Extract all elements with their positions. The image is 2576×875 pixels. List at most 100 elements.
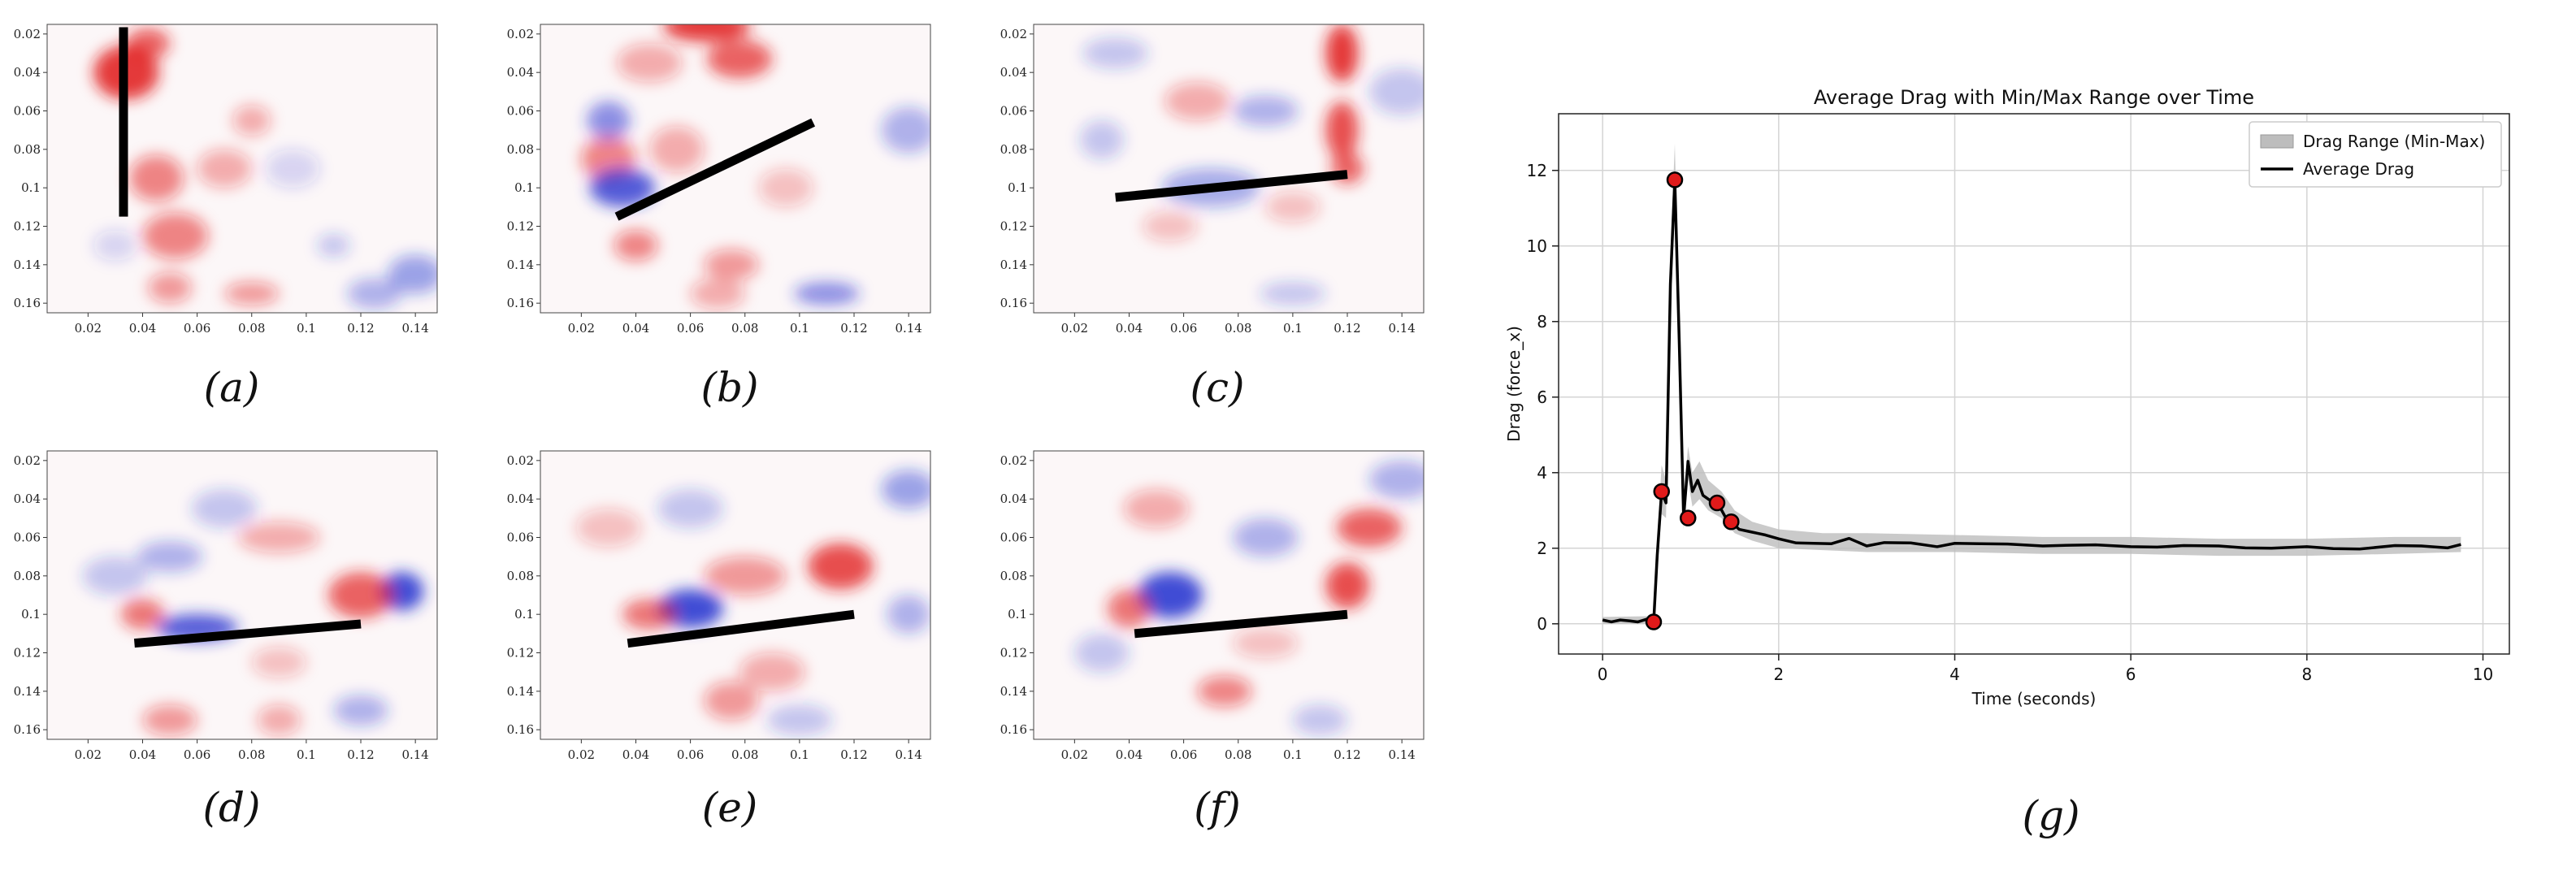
vorticity-positive-region	[1325, 24, 1359, 82]
vorticity-positive-region	[704, 557, 787, 596]
vorticity-negative-region	[1368, 460, 1424, 500]
y-tick-label: 0.08	[1000, 569, 1027, 583]
y-tick-label: 0.02	[14, 27, 41, 41]
axes-frame	[1033, 24, 1425, 314]
vorticity-positive-region	[232, 105, 271, 136]
vorticity-negative-region	[93, 230, 137, 262]
x-axis-label: Time (seconds)	[1971, 689, 2097, 708]
flow-panel-b: 0.02 0.04 0.06 0.08 0.1 0.12 0.14 0.02 0.04 0.06 0…	[500, 16, 939, 345]
vorticity-positive-region	[1143, 210, 1198, 242]
x-tick-label: 0.06	[184, 321, 210, 336]
x-tick-label: 4	[1949, 665, 1960, 684]
plate-stick	[627, 609, 855, 648]
x-tick-label: 0.1	[1283, 321, 1303, 336]
vorticity-negative-region	[1260, 282, 1326, 305]
legend-average-label: Average Drag	[2303, 159, 2414, 179]
y-tick-label: 0.1	[514, 180, 534, 195]
y-tick-label: 0.12	[1000, 646, 1027, 661]
vorticity-negative-region	[388, 255, 437, 294]
y-tick-label: 0.06	[507, 104, 534, 119]
y-tick-label: 0.06	[14, 531, 41, 545]
vorticity-negative-region	[657, 489, 723, 528]
x-tick-label: 0.1	[297, 321, 316, 336]
vorticity-negative-region	[589, 168, 655, 207]
x-tick-label: 0.06	[677, 321, 704, 336]
y-tick-label: 0.02	[1000, 27, 1027, 41]
x-tick-label: 0.04	[129, 747, 156, 762]
vorticity-negative-region	[137, 541, 203, 573]
caption-f: (f)	[1194, 784, 1241, 831]
y-tick-label: 0.1	[1008, 180, 1027, 195]
vorticity-negative-region	[1368, 68, 1424, 115]
vorticity-positive-region	[1336, 509, 1403, 548]
marked-point	[1723, 513, 1740, 531]
x-tick-label: 0.04	[129, 321, 156, 336]
y-tick-label: 0.04	[507, 65, 534, 80]
y-tick-label: 0.04	[14, 492, 41, 506]
y-tick-label: 12	[1527, 161, 1547, 180]
vorticity-negative-region	[1080, 120, 1124, 159]
legend-range-label: Drag Range (Min-Max)	[2303, 132, 2485, 151]
y-tick-label: 0.08	[14, 142, 41, 157]
y-tick-label: 0.02	[1000, 453, 1027, 468]
x-tick-label: 0.02	[75, 747, 102, 762]
drag-range-band	[1602, 144, 2461, 624]
x-tick-label: 0.12	[1334, 321, 1360, 336]
vorticity-positive-region	[1123, 489, 1190, 528]
vorticity-positive-region	[807, 543, 874, 590]
x-tick-label: 0.06	[184, 747, 210, 762]
x-tick-label: 0.08	[238, 747, 265, 762]
flow-panel-e: 0.02 0.04 0.06 0.08 0.1 0.12 0.14 0.02 0.04 0.06 0…	[500, 443, 939, 772]
legend-box	[2249, 121, 2502, 188]
caption-b: (b)	[700, 364, 759, 411]
flow-panel-d-svg: 0.02 0.04 0.06 0.08 0.1 0.12 0.14 0.02 0.04 0.06 0…	[14, 450, 438, 762]
x-tick-label: 0.08	[731, 747, 758, 762]
y-tick-label: 0.1	[1008, 607, 1027, 622]
x-tick-label: 0.12	[840, 747, 867, 762]
drag-chart-svg: Average Drag with Min/Max Range over Tim…	[1504, 86, 2510, 708]
vorticity-negative-region	[265, 149, 320, 188]
vorticity-negative-region	[1137, 572, 1203, 618]
y-tick-label: 8	[1537, 312, 1547, 331]
x-tick-label: 0.1	[790, 321, 809, 336]
y-tick-label: 0.14	[14, 684, 41, 699]
y-tick-label: 0.16	[507, 722, 534, 737]
x-tick-label: 0.08	[238, 321, 265, 336]
x-tick-label: 0.14	[1388, 747, 1415, 762]
vorticity-negative-region	[1074, 633, 1130, 673]
caption-a: (a)	[203, 364, 260, 411]
vorticity-positive-region	[120, 599, 165, 630]
caption-c: (c)	[1190, 364, 1245, 411]
x-tick-label: 0.02	[75, 321, 102, 336]
y-tick-label: 0.14	[1000, 684, 1027, 699]
vorticity-positive-region	[1265, 191, 1321, 223]
axes-frame	[46, 450, 438, 740]
x-tick-label: 0.04	[1116, 747, 1143, 762]
x-tick-label: 0.06	[677, 747, 704, 762]
vorticity-positive-region	[224, 282, 280, 305]
caption-d: (d)	[202, 784, 261, 831]
x-tick-label: 6	[2126, 665, 2136, 684]
x-tick-label: 0.02	[568, 321, 595, 336]
flow-panel-f-svg: 0.02 0.04 0.06 0.08 0.1 0.12 0.14 0.02 0.04 0.06 0…	[1000, 450, 1425, 762]
vorticity-positive-region	[706, 39, 773, 79]
y-tick-label: 0.06	[1000, 531, 1027, 545]
x-tick-label: 0.14	[1388, 321, 1415, 336]
x-tick-label: 0.1	[297, 747, 316, 762]
x-tick-label: 0.08	[1225, 747, 1251, 762]
vorticity-positive-region	[758, 168, 813, 207]
x-tick-label: 2	[1773, 665, 1784, 684]
y-tick-label: 0.16	[14, 296, 41, 310]
y-tick-label: 0.04	[1000, 65, 1027, 80]
marked-point	[1680, 509, 1697, 526]
y-tick-label: 0.16	[1000, 722, 1027, 737]
x-tick-label: 0.12	[1334, 747, 1360, 762]
x-tick-label: 0.12	[347, 321, 374, 336]
vorticity-negative-region	[766, 704, 833, 736]
vorticity-negative-region	[587, 101, 631, 140]
y-tick-label: 0.12	[14, 646, 41, 661]
vorticity-positive-region	[649, 126, 705, 173]
caption-e: (e)	[701, 784, 758, 831]
y-tick-label: 0.04	[14, 65, 41, 80]
y-tick-label: 0.08	[1000, 142, 1027, 157]
